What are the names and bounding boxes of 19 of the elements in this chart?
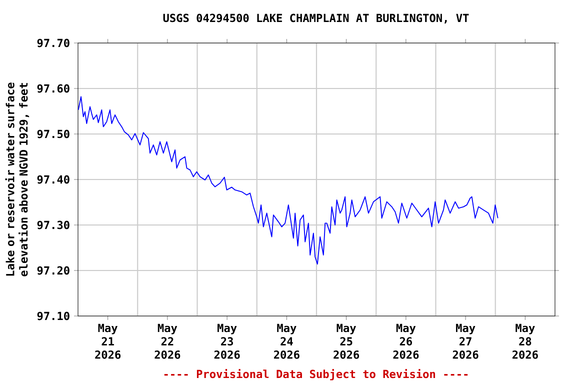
y-tick-label: 97.60 <box>37 84 70 93</box>
x-tick-label: May 26 2026 <box>393 324 419 359</box>
x-tick-label: May 24 2026 <box>274 324 300 359</box>
x-tick-label: May 28 2026 <box>512 324 538 359</box>
y-tick-label: 97.10 <box>37 312 70 320</box>
x-tick-label: May 25 2026 <box>334 324 360 359</box>
chart-title: USGS 04294500 LAKE CHAMPLAIN AT BURLINGTON, VT <box>163 14 469 24</box>
y-tick-label: 97.40 <box>37 175 70 184</box>
x-tick-label: May 22 2026 <box>154 324 180 359</box>
text: ---- Provisional Data Subject to Revision ---- <box>164 369 468 380</box>
x-tick-label: May 21 2026 <box>95 324 121 359</box>
y-axis-title: Lake or reservoir water surface elevation above NGVD 1929, feet <box>5 82 30 276</box>
y-tick-label: 97.20 <box>37 266 70 275</box>
y-tick-label: 97.70 <box>37 38 70 48</box>
line-series <box>78 96 498 265</box>
y-tick-label: 97.50 <box>37 130 70 138</box>
x-tick-label: May 27 2026 <box>452 324 478 359</box>
x-tick-label: May 23 2026 <box>214 324 240 359</box>
y-tick-label: 97.30 <box>37 220 70 230</box>
